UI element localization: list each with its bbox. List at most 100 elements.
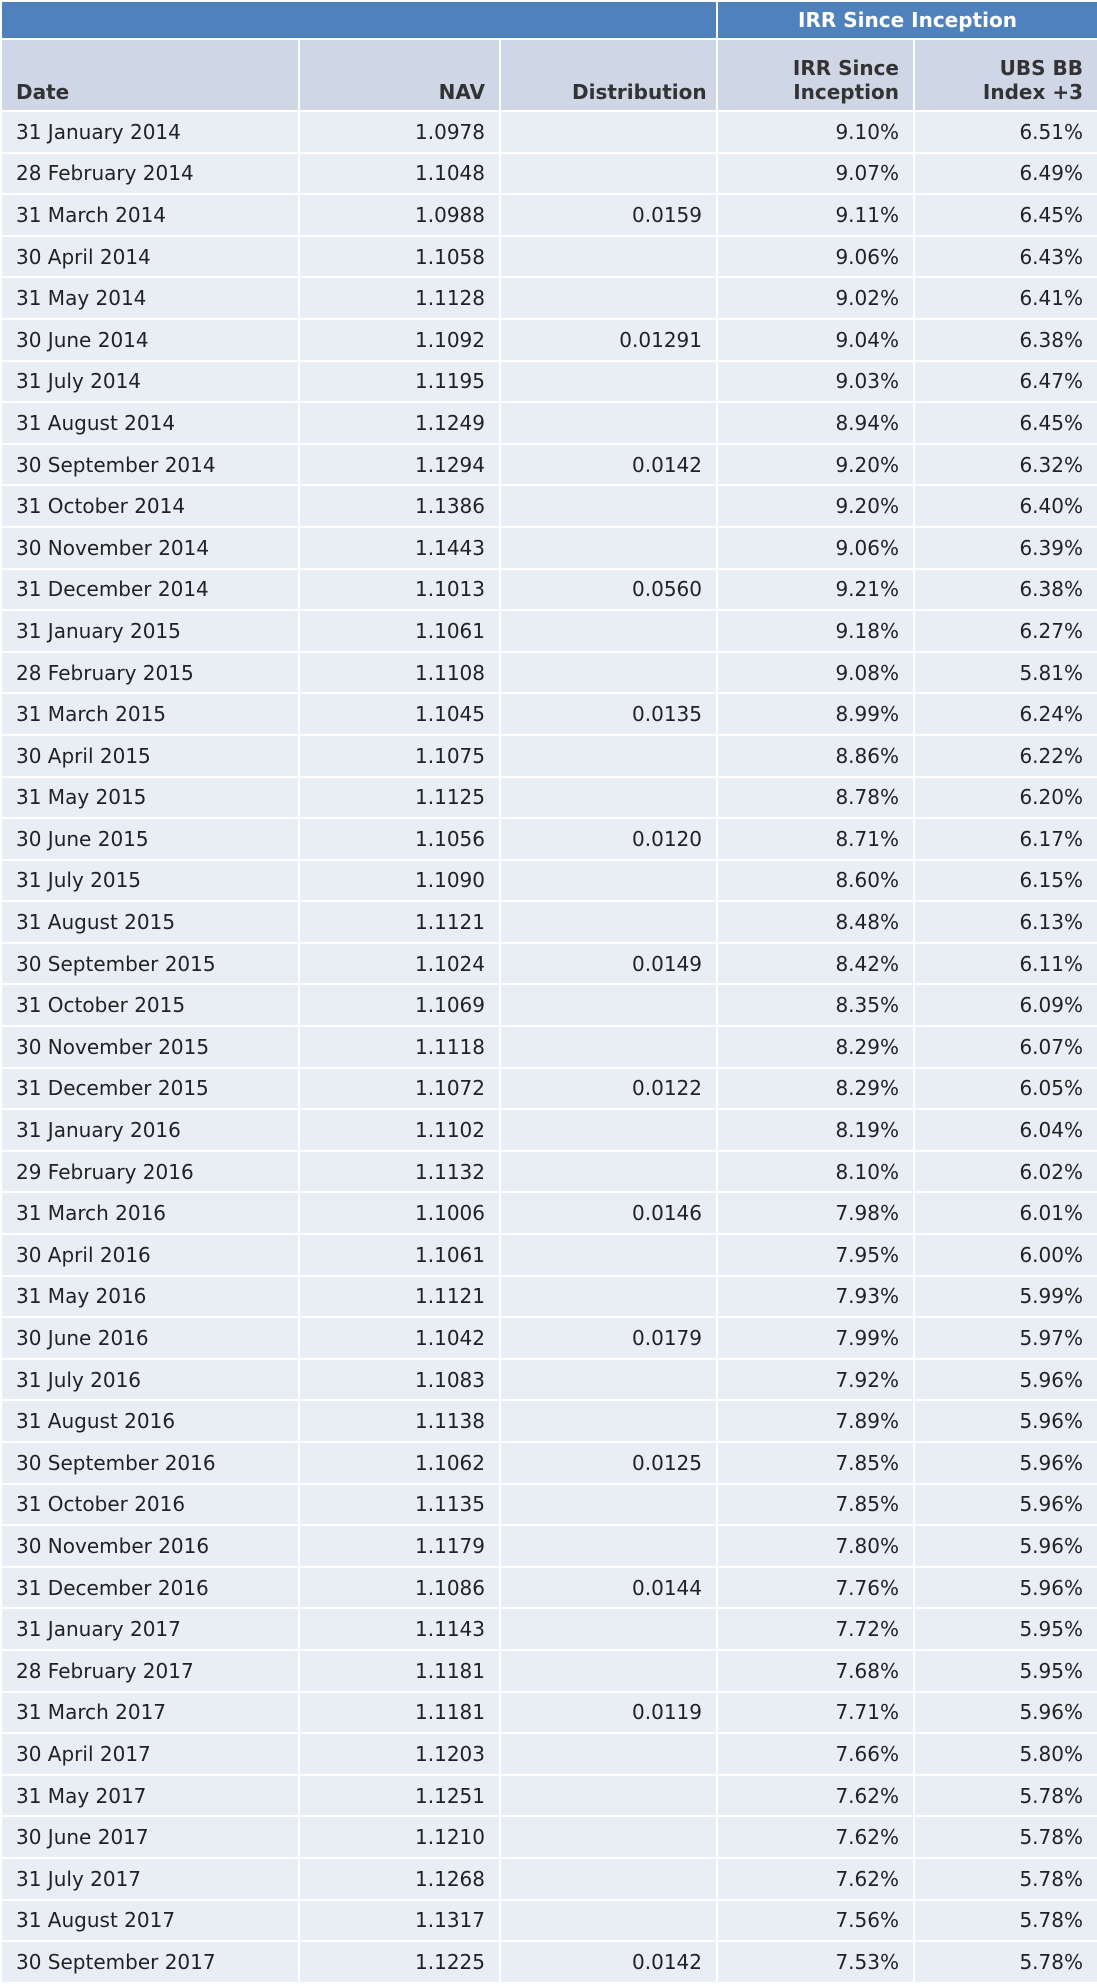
table-cell: 1.1092 [298,317,501,362]
table-cell: 31 March 2017 [0,1690,300,1735]
table-cell: 8.60% [716,858,915,903]
table-row: 31 August 2014 1.1249 8.94% 6.45% [0,401,1097,445]
table-cell [499,1108,718,1152]
table-row: 30 April 2017 1.1203 7.66% 5.80% [0,1732,1097,1776]
table-cell: 7.53% [716,1940,915,1984]
table-cell: 7.92% [716,1357,915,1402]
table-cell: 31 October 2014 [0,484,300,528]
table-cell: 6.02% [913,1149,1097,1194]
table-cell: 9.21% [716,567,915,612]
table-cell: 0.0120 [499,817,718,861]
table-cell: 8.10% [716,1149,915,1194]
table-cell: 1.1024 [298,941,501,986]
table-row: 28 February 2017 1.1181 7.68% 5.95% [0,1648,1097,1693]
table-cell: 31 May 2017 [0,1773,300,1818]
table-cell: 5.96% [913,1690,1097,1735]
table-cell: 7.62% [716,1856,915,1901]
table-cell: 28 February 2015 [0,650,300,695]
group-header: IRR Since Inception [716,0,1097,40]
column-header: Date [0,38,300,112]
table-cell: 31 December 2014 [0,567,300,612]
group-header-row: IRR Since Inception [0,0,1097,40]
table-cell: 1.1121 [298,900,501,944]
table-cell: 7.72% [716,1607,915,1651]
table-cell: 31 March 2015 [0,692,300,736]
table-cell [499,1399,718,1443]
table-cell: 31 January 2017 [0,1607,300,1651]
table-cell: 8.29% [716,1025,915,1069]
table-cell: 31 July 2016 [0,1357,300,1402]
table-row: 31 May 2016 1.1121 7.93% 5.99% [0,1274,1097,1319]
table-cell: 1.1181 [298,1648,501,1693]
table-cell [499,1856,718,1901]
column-header-text: IRR Since Inception [792,56,899,104]
table-cell: 8.35% [716,983,915,1028]
column-header: IRR Since Inception [716,38,915,112]
table-cell: 1.0988 [298,193,501,237]
table-cell: 9.07% [716,151,915,196]
table-cell: 1.1195 [298,359,501,404]
table-cell: 7.80% [716,1524,915,1568]
table-cell: 6.05% [913,1066,1097,1111]
table-cell: 1.1048 [298,151,501,196]
table-cell: 30 September 2014 [0,442,300,487]
column-header-text: NAV [438,80,485,104]
table-cell: 31 May 2016 [0,1274,300,1319]
table-cell: 28 February 2014 [0,151,300,196]
table-cell: 6.38% [913,567,1097,612]
table-cell: 0.0560 [499,567,718,612]
table-cell: 6.41% [913,276,1097,320]
table-cell: 31 August 2017 [0,1898,300,1943]
table-cell: 0.0119 [499,1690,718,1735]
table-row: 31 December 2015 1.1072 0.0122 8.29% 6.05% [0,1066,1097,1111]
table-cell: 30 June 2017 [0,1815,300,1859]
table-cell [499,401,718,445]
table-cell: 5.97% [913,1316,1097,1360]
table-cell: 1.1294 [298,442,501,487]
table-row: 31 May 2014 1.1128 9.02% 6.41% [0,276,1097,320]
table-cell: 31 May 2014 [0,276,300,320]
table-cell: 31 July 2015 [0,858,300,903]
table-cell: 9.10% [716,110,915,154]
table-cell: 31 December 2016 [0,1565,300,1610]
table-row: 28 February 2014 1.1048 9.07% 6.49% [0,151,1097,196]
table-cell [499,1233,718,1277]
table-cell: 6.01% [913,1191,1097,1236]
table-cell: 30 June 2014 [0,317,300,362]
table-cell: 1.1225 [298,1940,501,1984]
table-cell: 8.71% [716,817,915,861]
table-row: 30 September 2017 1.1225 0.0142 7.53% 5.78% [0,1940,1097,1984]
table-row: 31 July 2017 1.1268 7.62% 5.78% [0,1856,1097,1901]
header-row: Date NAV Distribution IRR Since Inception UB… [0,38,1097,112]
table-cell: 31 January 2014 [0,110,300,154]
table-cell [499,151,718,196]
table-cell: 7.66% [716,1732,915,1776]
table-cell [499,1149,718,1194]
table-row: 30 June 2017 1.1210 7.62% 5.78% [0,1815,1097,1859]
table-cell: 6.43% [913,234,1097,279]
table-cell: 31 May 2015 [0,775,300,820]
table-row: 31 July 2016 1.1083 7.92% 5.96% [0,1357,1097,1402]
table-cell: 6.38% [913,317,1097,362]
table-cell: 8.29% [716,1066,915,1111]
table-cell: 5.95% [913,1607,1097,1651]
table-cell [499,234,718,279]
table-row: 30 September 2016 1.1062 0.0125 7.85% 5.96% [0,1441,1097,1485]
table-cell: 0.0122 [499,1066,718,1111]
table-cell: 1.1058 [298,234,501,279]
table-cell: 6.09% [913,983,1097,1028]
table-cell: 1.1086 [298,1565,501,1610]
table-cell [499,1648,718,1693]
table-cell: 6.24% [913,692,1097,736]
table-cell: 9.02% [716,276,915,320]
table-cell: 1.1061 [298,1233,501,1277]
table-cell: 0.01291 [499,317,718,362]
table-cell: 5.80% [913,1732,1097,1776]
table-cell [499,1732,718,1776]
column-header-text: Distribution [572,80,707,104]
table-cell: 1.1251 [298,1773,501,1818]
table-cell: 5.96% [913,1482,1097,1527]
table-cell: 0.0142 [499,1940,718,1984]
table-cell: 6.40% [913,484,1097,528]
